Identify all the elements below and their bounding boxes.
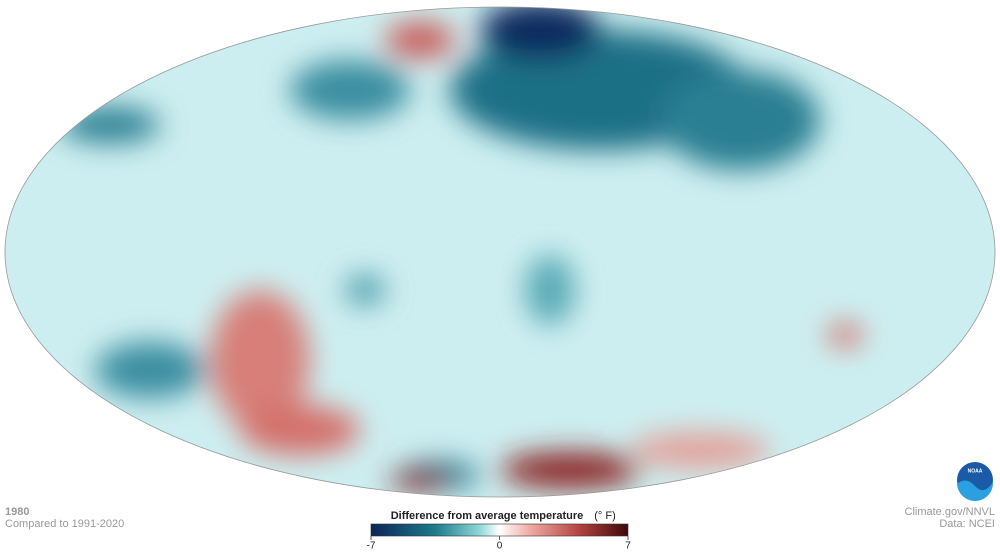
color-scale (370, 523, 629, 537)
baseline: Compared to 1991-2020 (5, 518, 124, 530)
legend-unit: (° F) (594, 510, 616, 522)
tick-label: 0 (497, 541, 503, 552)
globe-outline (4, 6, 996, 498)
logo-text: NOAA (968, 468, 983, 474)
noaa-logo: NOAA (957, 462, 994, 502)
tick-label: -7 (367, 541, 376, 552)
year: 1980 (5, 506, 29, 518)
tick-label: 7 (625, 541, 631, 552)
credit: Climate.gov/NNVL (905, 506, 995, 518)
legend-title: Difference from average temperature (391, 510, 584, 522)
legend-ticks: -7 0 7 (367, 536, 631, 552)
temperature-map (5, 7, 995, 497)
source: Data: NCEI (939, 518, 995, 530)
